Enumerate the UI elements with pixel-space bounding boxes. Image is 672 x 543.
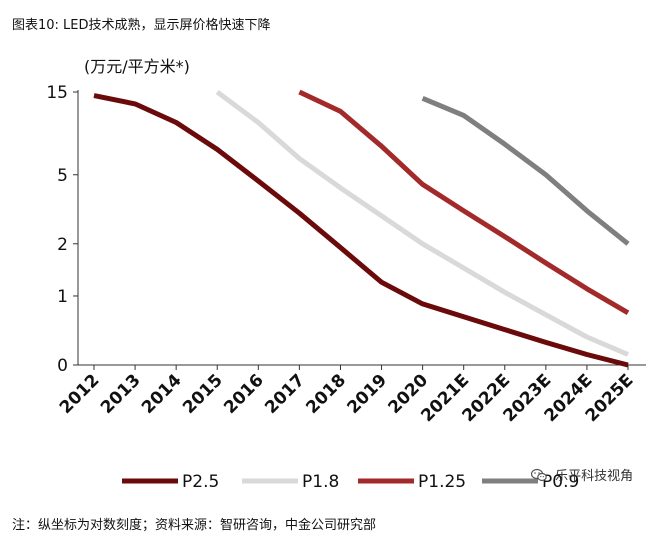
x-tick-label: 2014 — [138, 370, 186, 418]
y-axis-label: (万元/平方米*) — [84, 57, 190, 76]
series-lines — [93, 89, 630, 368]
y-tick-label: 5 — [57, 166, 68, 186]
x-tick-label: 2016 — [220, 370, 268, 418]
legend-label: P0.9 — [542, 472, 579, 492]
y-tick-label: 15 — [46, 83, 68, 103]
x-tick-label: 2019 — [343, 370, 391, 418]
legend-label: P2.5 — [182, 472, 219, 492]
series-line-p2-5 — [93, 93, 629, 368]
x-tick-label: 2017 — [261, 370, 309, 418]
wechat-icon — [531, 468, 547, 482]
y-tick-label: 1 — [57, 287, 68, 307]
series-line-p0-9 — [421, 95, 630, 246]
source-note: 注：纵坐标为对数刻度；资料来源：智研咨询，中金公司研究部 — [12, 518, 377, 533]
watermark: 乐平科技视角 — [531, 465, 633, 484]
figure-title: 图表10: LED技术成熟，显示屏价格快速下降 — [12, 18, 271, 33]
x-tick-label: 2018 — [302, 370, 350, 418]
x-tick-label: 2013 — [97, 370, 145, 418]
legend-label: P1.25 — [418, 472, 466, 492]
x-tick-label: 2012 — [56, 370, 104, 418]
axes: (万元/平方米*)1552102012201320142015201620172… — [46, 57, 646, 426]
series-line-p1-8 — [215, 89, 629, 357]
legend-label: P1.8 — [302, 472, 339, 492]
x-tick-label: 2015 — [179, 370, 227, 418]
legend: P2.5 P1.8 P1.25 P0.9 — [122, 472, 579, 492]
y-tick-label: 0 — [57, 356, 68, 376]
y-tick-label: 2 — [57, 235, 68, 255]
watermark-text: 乐平科技视角 — [555, 469, 634, 484]
